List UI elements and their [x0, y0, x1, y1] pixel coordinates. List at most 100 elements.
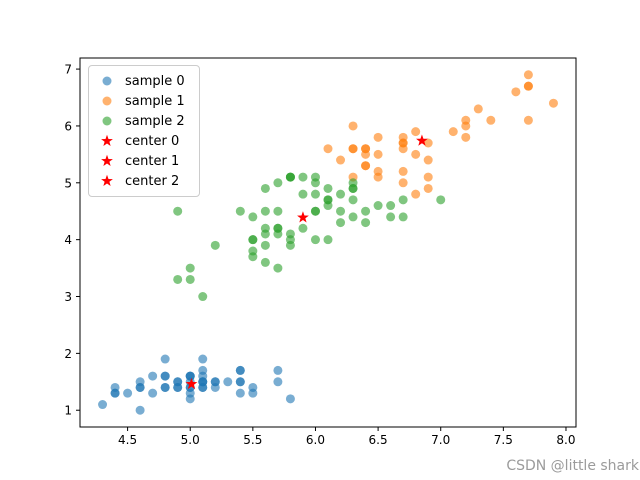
data-point	[461, 121, 471, 131]
legend-item-sample-2: sample 2	[97, 111, 185, 131]
data-point	[173, 274, 183, 284]
data-point	[436, 195, 446, 205]
legend-item-center-0: center 0	[97, 131, 185, 151]
data-point	[273, 263, 283, 273]
data-point	[298, 223, 308, 233]
data-point	[423, 183, 433, 193]
data-point	[235, 206, 245, 216]
x-tick-label: 5.5	[243, 433, 262, 447]
data-point	[285, 235, 295, 245]
data-point	[386, 201, 396, 211]
legend-label: center 0	[125, 133, 180, 149]
axes-frame	[79, 57, 577, 428]
x-tick-label: 6.0	[306, 433, 325, 447]
y-tick-label: 7	[64, 63, 72, 77]
circle-marker-icon	[102, 116, 112, 126]
y-tick-label: 3	[64, 290, 72, 304]
legend-item-sample-0: sample 0	[97, 71, 185, 91]
data-point	[473, 104, 483, 114]
data-point	[448, 127, 458, 137]
data-point	[110, 388, 120, 398]
legend-item-center-1: center 1	[97, 151, 185, 171]
data-point	[361, 161, 371, 171]
data-point	[135, 405, 145, 415]
star-marker-icon	[101, 174, 113, 187]
data-point	[323, 201, 333, 211]
legend: sample 0 sample 1 sample 2 center 0 center 1…	[88, 65, 200, 197]
data-point	[336, 155, 346, 165]
data-point	[398, 138, 408, 148]
data-point	[185, 371, 195, 381]
data-point	[348, 195, 358, 205]
data-point	[348, 121, 358, 131]
data-point	[235, 377, 245, 387]
data-point	[323, 183, 333, 193]
y-tick-label: 6	[64, 119, 72, 133]
data-point	[323, 235, 333, 245]
watermark: CSDN @little shark	[506, 458, 639, 474]
legend-label: center 2	[125, 173, 180, 189]
data-point	[361, 149, 371, 159]
x-tick-label: 4.5	[118, 433, 137, 447]
data-point	[260, 206, 270, 216]
data-point	[398, 166, 408, 176]
data-point	[123, 388, 133, 398]
legend-item-sample-1: sample 1	[97, 91, 185, 111]
data-point	[398, 212, 408, 222]
data-point	[486, 115, 496, 125]
legend-label: sample 0	[125, 73, 185, 89]
data-point	[336, 206, 346, 216]
center-star-marker	[185, 377, 198, 390]
data-point	[336, 189, 346, 199]
star-marker-icon	[101, 154, 113, 167]
data-point	[310, 235, 320, 245]
data-point	[160, 371, 170, 381]
data-point	[273, 206, 283, 216]
data-point	[386, 212, 396, 222]
data-point	[398, 178, 408, 188]
data-point	[173, 382, 183, 392]
data-point	[210, 240, 220, 250]
data-point	[411, 189, 421, 199]
data-point	[336, 218, 346, 228]
legend-label: center 1	[125, 153, 180, 169]
data-point	[260, 183, 270, 193]
y-tick-label: 1	[64, 404, 72, 418]
data-point	[423, 138, 433, 148]
data-point	[260, 257, 270, 267]
data-point	[361, 218, 371, 228]
data-point	[348, 212, 358, 222]
data-point	[273, 377, 283, 387]
x-axis: 4.5 5.0 5.5 6.0 6.5 7.0 7.5 8.0	[118, 427, 576, 447]
data-point	[185, 274, 195, 284]
data-point	[373, 166, 383, 176]
data-point	[148, 388, 158, 398]
data-point	[198, 354, 208, 364]
data-point	[273, 365, 283, 375]
x-tick-label: 5.0	[181, 433, 200, 447]
data-point	[248, 388, 258, 398]
data-point	[173, 206, 183, 216]
data-point	[423, 155, 433, 165]
legend-label: sample 1	[125, 93, 185, 109]
data-point	[373, 132, 383, 142]
x-tick-label: 7.0	[431, 433, 450, 447]
data-point	[348, 178, 358, 188]
center-star-marker	[416, 134, 428, 146]
legend-item-center-2: center 2	[97, 171, 185, 191]
y-tick-label: 5	[64, 176, 72, 190]
x-tick-label: 7.5	[494, 433, 513, 447]
circle-marker-icon	[102, 96, 112, 106]
data-point	[348, 144, 358, 154]
y-tick-label: 4	[64, 233, 72, 247]
data-point	[373, 201, 383, 211]
legend-label: sample 2	[125, 113, 185, 129]
data-point	[160, 354, 170, 364]
data-point	[310, 178, 320, 188]
data-point	[361, 206, 371, 216]
data-point	[285, 172, 295, 182]
data-point	[248, 212, 258, 222]
series-center-1	[416, 134, 428, 146]
